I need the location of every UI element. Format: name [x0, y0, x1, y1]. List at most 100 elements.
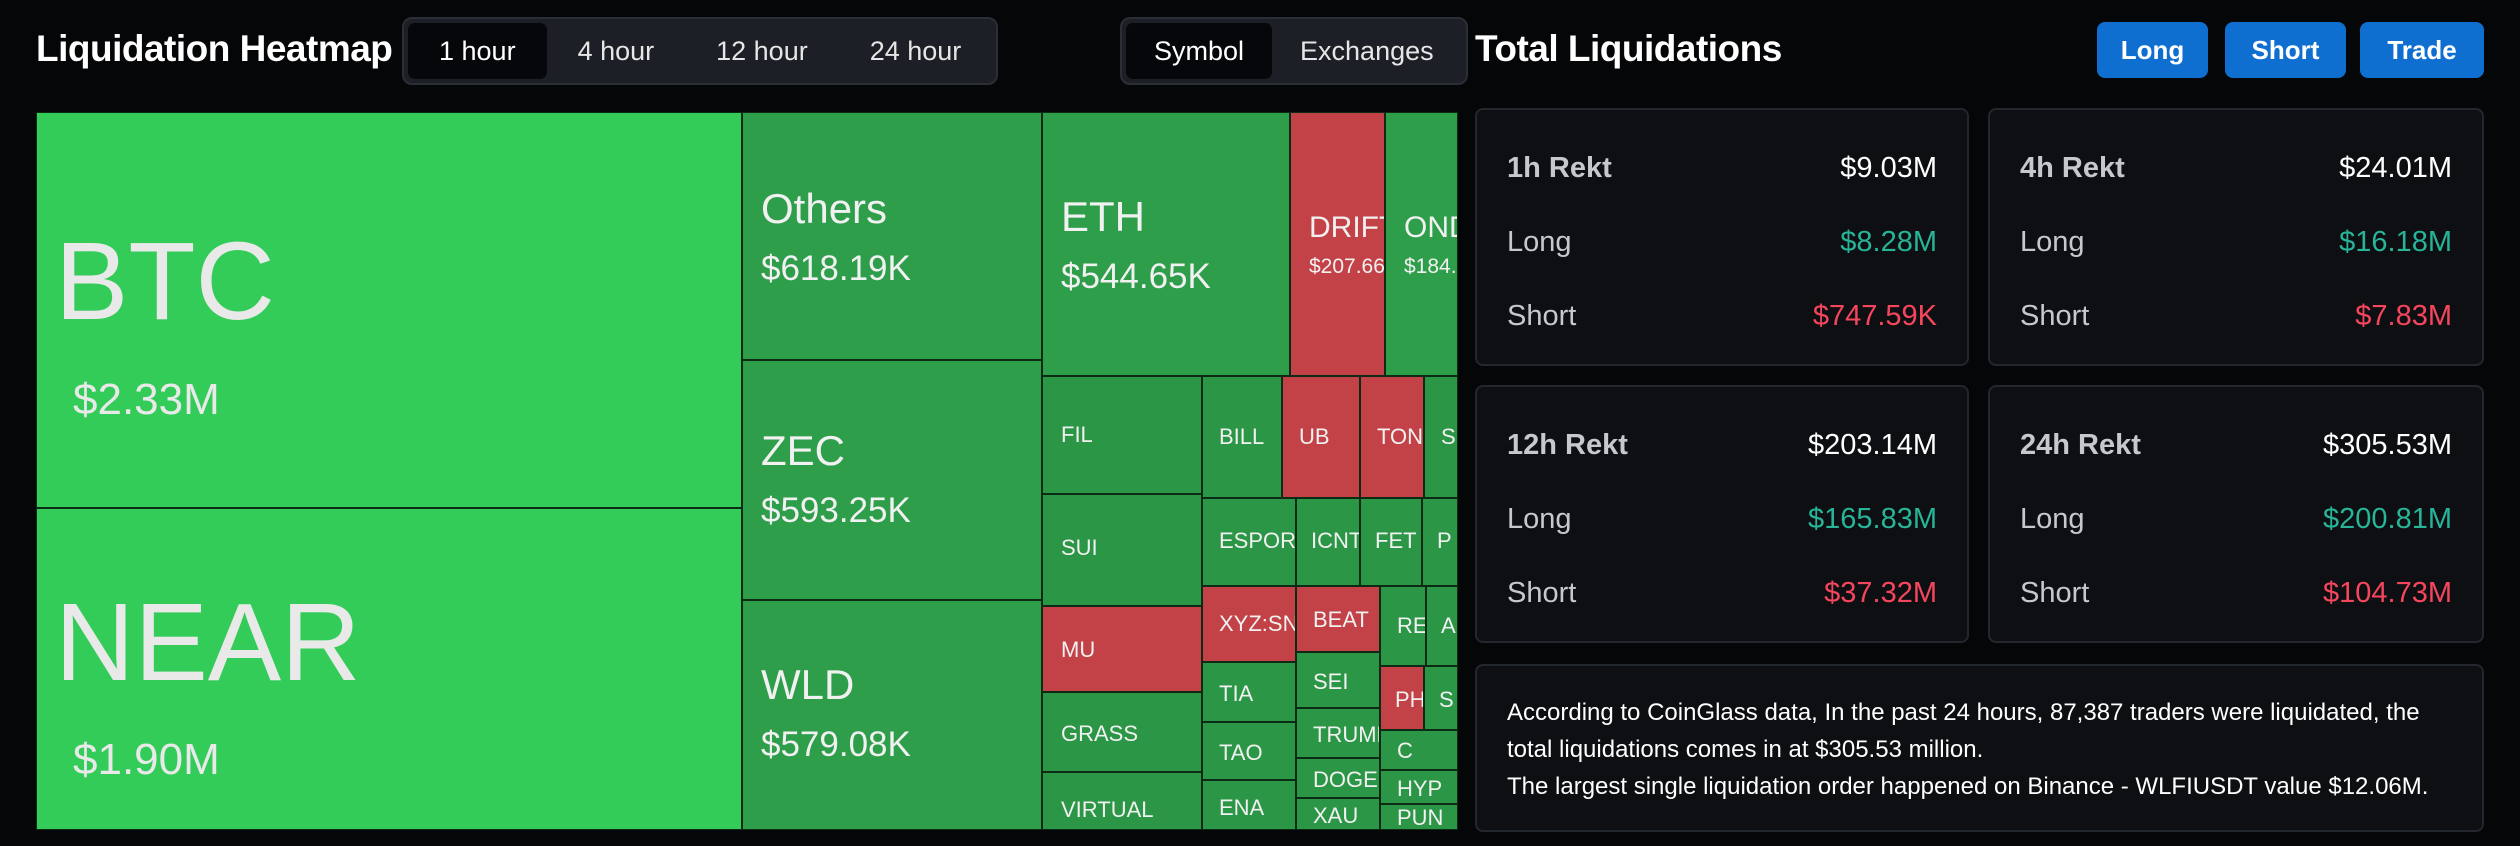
long-amount: $8.28M [1840, 226, 1937, 258]
tile-doge[interactable]: DOGE [1296, 758, 1380, 798]
view-option-symbol[interactable]: Symbol [1126, 23, 1273, 79]
rekt-total: $203.14M [1808, 429, 1937, 461]
tile-symbol: BEAT [1313, 607, 1369, 632]
tile-value: $593.25K [761, 491, 911, 530]
rekt-card-4h: 4h Rekt $24.01M Long $16.18M Short $7.83… [1988, 108, 2484, 366]
tile-s2[interactable]: S [1424, 666, 1458, 730]
short-amount: $37.32M [1824, 577, 1937, 609]
rekt-total: $24.01M [2339, 152, 2452, 184]
tile-symbol: ICNT [1311, 528, 1360, 553]
liquidation-summary: According to CoinGlass data, In the past… [1475, 664, 2484, 832]
tile-symbol: DOGE [1313, 767, 1378, 792]
tile-symbol: BTC [55, 220, 275, 343]
tile-tia[interactable]: TIA [1202, 662, 1296, 722]
tile-xau[interactable]: XAU [1296, 798, 1380, 830]
long-amount: $16.18M [2339, 226, 2452, 258]
tile-c1[interactable]: C [1380, 730, 1458, 770]
tile-virtual[interactable]: VIRTUAL [1042, 772, 1202, 830]
tile-near[interactable]: NEAR $1.90M [36, 508, 742, 830]
long-button[interactable]: Long [2097, 22, 2208, 78]
tile-symbol: A [1441, 613, 1456, 638]
tile-ton[interactable]: TON [1360, 376, 1424, 498]
view-option-exchanges[interactable]: Exchanges [1300, 36, 1434, 66]
tile-value: $207.66 [1309, 255, 1385, 278]
time-option-4h[interactable]: 4 hour [577, 36, 655, 66]
tile-icnt[interactable]: ICNT [1296, 498, 1360, 586]
short-amount: $7.83M [2355, 300, 2452, 332]
tile-symbol: TIA [1219, 681, 1254, 706]
tile-symbol: TAO [1219, 740, 1263, 765]
tile-hyp[interactable]: HYP [1380, 770, 1458, 804]
short-button[interactable]: Short [2225, 22, 2346, 78]
tile-symbol: FET [1375, 528, 1417, 553]
tile-p1[interactable]: P [1422, 498, 1458, 586]
tile-eth[interactable]: ETH $544.65K [1042, 112, 1290, 376]
long-label: Long [2020, 503, 2085, 535]
trade-button[interactable]: Trade [2360, 22, 2484, 78]
long-amount: $200.81M [2323, 503, 2452, 535]
tile-symbol: PH [1395, 687, 1424, 712]
view-selector: Symbol Exchanges [1120, 17, 1468, 85]
tile-drift[interactable]: DRIFT $207.66 [1290, 112, 1385, 376]
tile-symbol: RE [1397, 613, 1426, 638]
time-option-12h[interactable]: 12 hour [716, 36, 808, 66]
tile-symbol: VIRTUAL [1061, 797, 1154, 822]
tile-fet[interactable]: FET [1360, 498, 1422, 586]
tile-mu[interactable]: MU [1042, 606, 1202, 692]
tile-symbol: BILL [1219, 424, 1265, 449]
tile-value: $544.65K [1061, 257, 1211, 296]
tile-fil[interactable]: FIL [1042, 376, 1202, 494]
tile-symbol: S( [1441, 424, 1457, 449]
tile-value: $184. [1404, 255, 1457, 278]
long-label: Long [2020, 226, 2085, 258]
tile-s1[interactable]: S( [1424, 376, 1458, 498]
tile-zec[interactable]: ZEC $593.25K [742, 360, 1042, 600]
tile-ena[interactable]: ENA [1202, 780, 1296, 830]
total-liquidations-title: Total Liquidations [1475, 28, 1782, 69]
short-label: Short [2020, 577, 2090, 609]
tile-pun[interactable]: PUN [1380, 804, 1458, 830]
tile-symbol: XYZ:SN [1219, 611, 1296, 636]
tile-ond[interactable]: OND $184. [1385, 112, 1458, 376]
tile-symbol: C [1397, 738, 1413, 763]
rekt-card-1h: 1h Rekt $9.03M Long $8.28M Short $747.59… [1475, 108, 1969, 366]
tile-value: $1.90M [73, 735, 220, 784]
time-option-1h[interactable]: 1 hour [408, 23, 547, 79]
tile-btc[interactable]: BTC $2.33M [36, 112, 742, 508]
tile-value: $618.19K [761, 249, 911, 288]
short-amount: $104.73M [2323, 577, 2452, 609]
tile-symbol: FIL [1061, 422, 1093, 447]
rekt-card-12h: 12h Rekt $203.14M Long $165.83M Short $3… [1475, 385, 1969, 643]
tile-symbol: TRUMP [1313, 722, 1379, 747]
tile-a1[interactable]: A [1426, 586, 1458, 666]
tile-sui[interactable]: SUI [1042, 494, 1202, 606]
tile-symbol: HYP [1397, 776, 1443, 801]
tile-symbol: DRIFT [1309, 211, 1384, 244]
long-label: Long [1507, 503, 1572, 535]
rekt-card-24h: 24h Rekt $305.53M Long $200.81M Short $1… [1988, 385, 2484, 643]
tile-grass[interactable]: GRASS [1042, 692, 1202, 772]
rekt-label: 24h Rekt [2020, 429, 2141, 461]
tile-xyzsn[interactable]: XYZ:SN [1202, 586, 1296, 662]
tile-symbol: SEI [1313, 669, 1349, 694]
long-amount: $165.83M [1808, 503, 1937, 535]
tile-ph[interactable]: PH [1380, 666, 1424, 730]
tile-symbol: WLD [761, 661, 855, 708]
tile-others[interactable]: Others $618.19K [742, 112, 1042, 360]
time-option-24h[interactable]: 24 hour [869, 36, 962, 66]
tile-ub[interactable]: UB [1282, 376, 1360, 498]
rekt-label: 12h Rekt [1507, 429, 1628, 461]
tile-sei[interactable]: SEI [1296, 652, 1380, 708]
tile-symbol: GRASS [1061, 721, 1139, 746]
time-range-selector: 1 hour 4 hour 12 hour 24 hour [402, 17, 999, 85]
tile-tao[interactable]: TAO [1202, 722, 1296, 780]
tile-bill[interactable]: BILL [1202, 376, 1282, 498]
tile-beat[interactable]: BEAT [1296, 586, 1380, 652]
tile-trump[interactable]: TRUMP [1296, 708, 1380, 758]
tile-symbol: UB [1299, 424, 1330, 449]
tile-re[interactable]: RE [1380, 586, 1426, 666]
tile-symbol: SUI [1061, 535, 1098, 560]
tile-esport[interactable]: ESPORT [1202, 498, 1296, 586]
tile-wld[interactable]: WLD $579.08K [742, 600, 1042, 830]
long-label: Long [1507, 226, 1572, 258]
